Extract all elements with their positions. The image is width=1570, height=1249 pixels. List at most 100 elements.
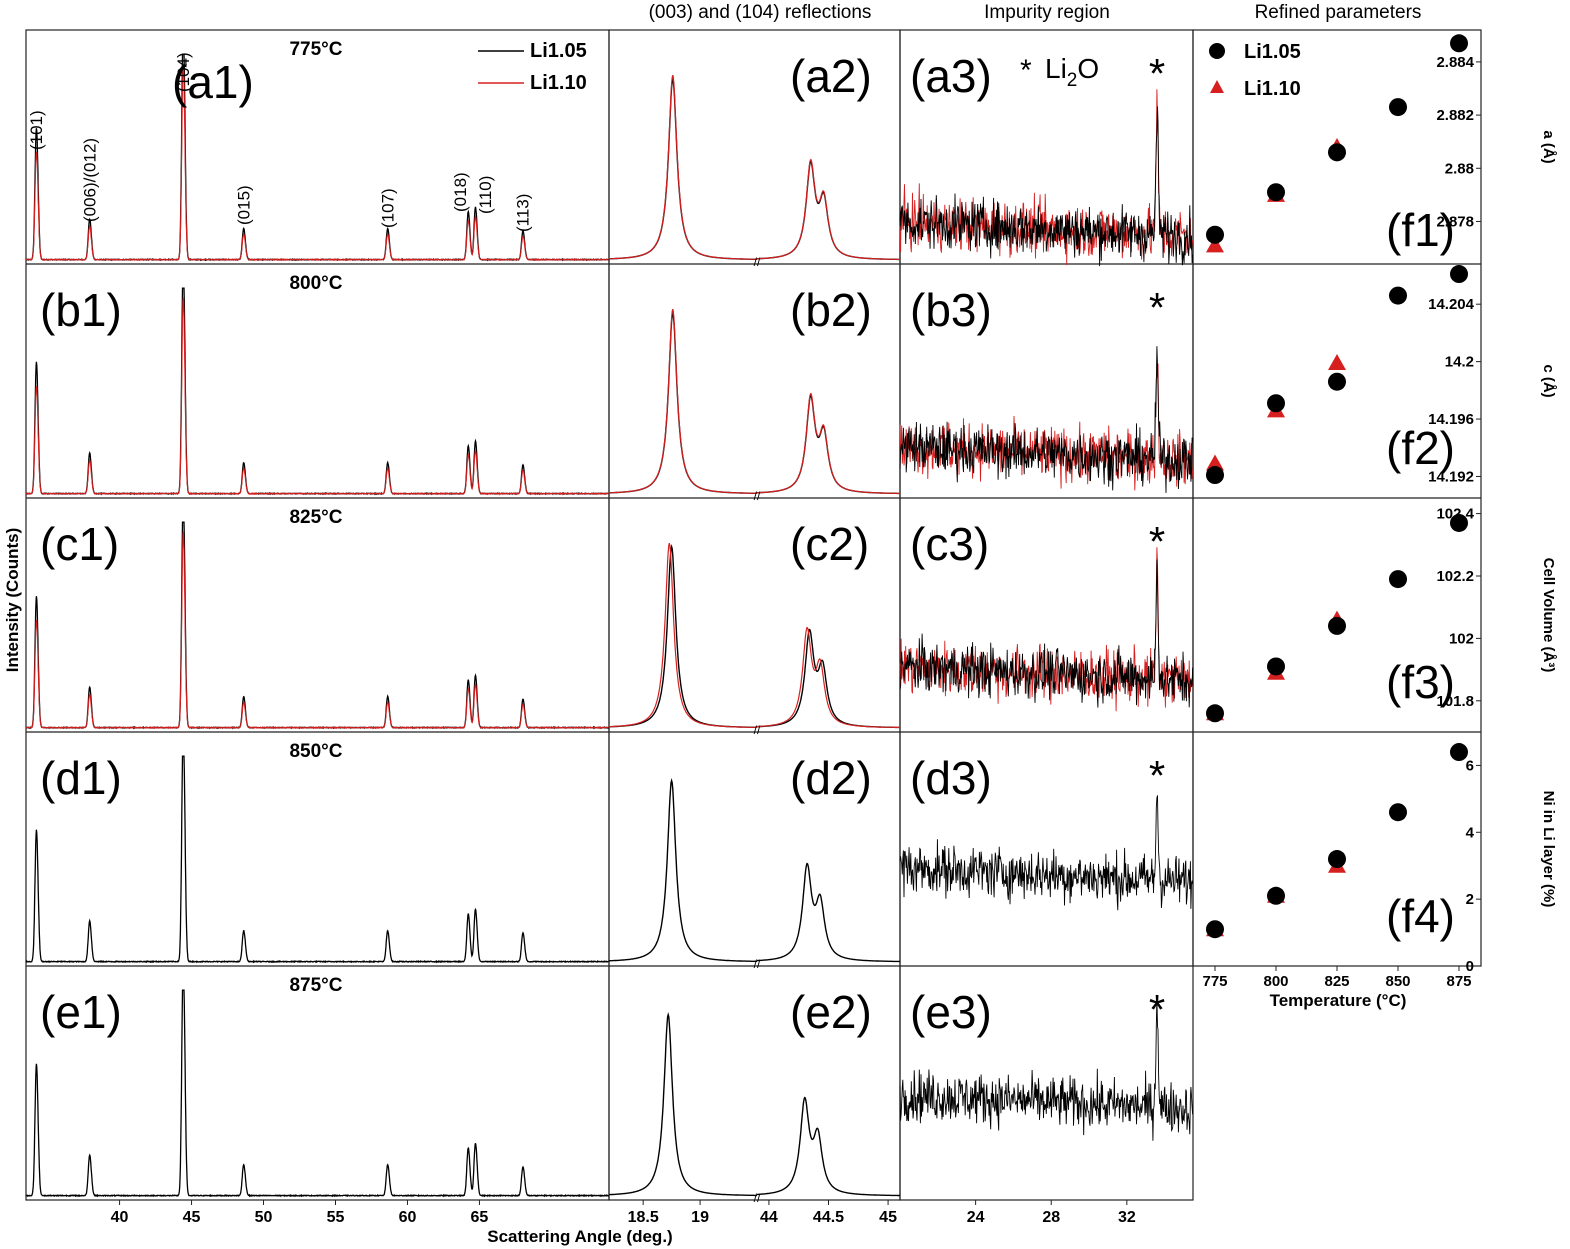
li105-marker-(f4)-775 bbox=[1206, 920, 1224, 939]
panel-label-(b1): (b1) bbox=[40, 284, 122, 336]
li110-full-pattern-(c1) bbox=[25, 531, 609, 730]
panel-label-(b3): (b3) bbox=[910, 284, 992, 336]
y-tick-label-(f2)-14.196: 14.196 bbox=[1428, 411, 1474, 428]
li105-zoom-trace-(a2) bbox=[609, 78, 900, 261]
li110-zoom-trace-(b2) bbox=[609, 308, 900, 494]
x-tick-label-44: 44 bbox=[760, 1209, 778, 1226]
legend-entry-Li1.05: Li1.05 bbox=[530, 40, 587, 62]
legend-marker-Li1.10 bbox=[1210, 80, 1224, 93]
panel-label-(a2): (a2) bbox=[790, 50, 872, 102]
x-axis-label-angle: Scattering Angle (deg.) bbox=[487, 1227, 672, 1246]
li110-impurity-trace-(c3) bbox=[899, 547, 1194, 712]
legend-marker-Li1.05 bbox=[1209, 43, 1225, 59]
y-tick-label-(f3)-101.8: 101.8 bbox=[1436, 693, 1474, 710]
y-tick-label-(f3)-102.4: 102.4 bbox=[1436, 506, 1474, 523]
x-axis-label-temperature: Temperature (°C) bbox=[1270, 991, 1407, 1010]
panel-label-(e1): (e1) bbox=[40, 986, 122, 1038]
li105-marker-(f1)-800 bbox=[1267, 183, 1285, 202]
title-peak-zoom: (003) and (104) reflections bbox=[649, 2, 872, 23]
axis-break: // bbox=[754, 489, 761, 503]
li105-marker-(f2)-825 bbox=[1328, 372, 1346, 391]
li105-zoom-trace-(c2) bbox=[609, 544, 900, 729]
impurity-star-(e3): * bbox=[1149, 986, 1165, 1033]
axis-break: // bbox=[754, 1191, 761, 1205]
li105-zoom-trace-(d2) bbox=[609, 778, 901, 963]
x-tick-label-temp-775: 775 bbox=[1202, 973, 1227, 990]
x-tick-label-temp-875: 875 bbox=[1446, 973, 1471, 990]
x-tick-label-44.5: 44.5 bbox=[813, 1209, 844, 1226]
x-tick-label-60: 60 bbox=[399, 1209, 417, 1226]
panel-label-(a3): (a3) bbox=[910, 50, 992, 102]
li105-impurity-trace-(d3) bbox=[899, 795, 1194, 911]
panel-label-(f1): (f1) bbox=[1386, 204, 1455, 256]
li105-marker-(f4)-800 bbox=[1267, 886, 1285, 905]
axis-break: // bbox=[754, 723, 761, 737]
y-tick-label-(f1)-2.884: 2.884 bbox=[1436, 54, 1474, 71]
y-tick-label-(f4)-2: 2 bbox=[1466, 891, 1474, 908]
x-tick-label-40: 40 bbox=[111, 1209, 129, 1226]
peak-label-(018): (018) bbox=[451, 172, 470, 212]
x-tick-label-45: 45 bbox=[183, 1209, 201, 1226]
peak-label-(113): (113) bbox=[514, 194, 533, 232]
impurity-star-(d3): * bbox=[1149, 752, 1165, 799]
x-tick-label-24: 24 bbox=[967, 1209, 985, 1226]
li105-marker-(f1)-825 bbox=[1328, 143, 1346, 162]
x-tick-label-45: 45 bbox=[879, 1209, 897, 1226]
li110-marker-(f2)-775 bbox=[1206, 454, 1224, 471]
x-tick-label-temp-800: 800 bbox=[1263, 973, 1288, 990]
legend-entry-Li1.10: Li1.10 bbox=[530, 72, 587, 94]
li105-zoom-trace-(e2) bbox=[608, 1012, 900, 1197]
refined-parameter-markers bbox=[1206, 34, 1468, 939]
impurity-star-(c3): * bbox=[1149, 518, 1165, 565]
x-tick-label-32: 32 bbox=[1118, 1209, 1136, 1226]
axis-break: // bbox=[754, 957, 761, 971]
y-tick-label-(f2)-14.2: 14.2 bbox=[1445, 354, 1474, 371]
li105-marker-(f2)-875 bbox=[1450, 265, 1468, 284]
temperature-label-(a1): 775°C bbox=[289, 39, 342, 60]
impurity-star-(b3): * bbox=[1149, 284, 1165, 331]
y-tick-label-(f1)-2.878: 2.878 bbox=[1436, 213, 1474, 230]
li105-impurity-trace-(c3) bbox=[899, 559, 1194, 708]
li105-marker-(f4)-825 bbox=[1328, 850, 1346, 869]
y-axis-label-(f1): a (Å) bbox=[1540, 130, 1557, 163]
panel-label-(c3): (c3) bbox=[910, 518, 989, 570]
li110-zoom-trace-(c2) bbox=[609, 542, 900, 728]
panel-label-(d2): (d2) bbox=[790, 752, 872, 804]
li110-full-pattern-(a1) bbox=[25, 63, 609, 262]
panel-label-(c2): (c2) bbox=[790, 518, 869, 570]
li105-marker-(f3)-875 bbox=[1450, 513, 1468, 532]
peak-label-(015): (015) bbox=[234, 185, 253, 225]
title-refined-parameters: Refined parameters bbox=[1255, 2, 1422, 23]
f-legend-entry-Li1.05: Li1.05 bbox=[1244, 41, 1301, 63]
axis-ticks: 40 45 50 55 60 65 18.5 19 44 44.5 45 24 28 322.8782.8… bbox=[111, 54, 1481, 1226]
temperature-label-(d1): 850°C bbox=[289, 741, 342, 762]
panel-label-(f2): (f2) bbox=[1386, 422, 1455, 474]
y-axis-label-intensity: Intensity (Counts) bbox=[3, 528, 22, 673]
impurity-label: Li2O bbox=[1045, 53, 1099, 91]
y-axis-label-(f4): Ni in Li layer (%) bbox=[1540, 791, 1557, 908]
li105-marker-(f3)-825 bbox=[1328, 616, 1346, 635]
temperature-label-(e1): 875°C bbox=[289, 975, 342, 996]
y-tick-label-(f2)-14.204: 14.204 bbox=[1428, 296, 1475, 313]
li110-marker-(f2)-825 bbox=[1328, 354, 1346, 371]
peak-label-(104): (104) bbox=[174, 52, 193, 92]
x-tick-label-50: 50 bbox=[255, 1209, 273, 1226]
li105-marker-(f2)-775 bbox=[1206, 466, 1224, 485]
temperature-label-(b1): 800°C bbox=[289, 273, 342, 294]
panel-label-(f3): (f3) bbox=[1386, 656, 1455, 708]
f-legend-entry-Li1.10: Li1.10 bbox=[1244, 78, 1301, 100]
li105-marker-(f4)-875 bbox=[1450, 743, 1468, 762]
x-tick-label-28: 28 bbox=[1042, 1209, 1060, 1226]
li110-full-pattern-(b1) bbox=[25, 297, 609, 496]
y-tick-label-(f2)-14.192: 14.192 bbox=[1428, 468, 1474, 485]
li105-marker-(f3)-775 bbox=[1206, 704, 1224, 723]
title-impurity-region: Impurity region bbox=[984, 2, 1110, 23]
li105-marker-(f2)-850 bbox=[1389, 286, 1407, 305]
li105-impurity-trace-(b3) bbox=[899, 346, 1194, 493]
y-tick-label-(f3)-102.2: 102.2 bbox=[1436, 568, 1474, 585]
y-axis-label-(f3): Cell Volume (Å³) bbox=[1540, 558, 1557, 673]
y-tick-label-(f4)-0: 0 bbox=[1466, 958, 1474, 975]
li105-impurity-trace-(a3) bbox=[899, 106, 1194, 267]
li105-marker-(f2)-800 bbox=[1267, 394, 1285, 413]
li110-zoom-trace-(a2) bbox=[609, 74, 900, 260]
